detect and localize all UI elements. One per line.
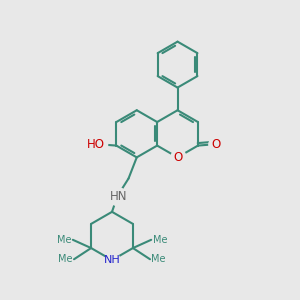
Text: HO: HO <box>87 138 105 151</box>
Text: Me: Me <box>153 235 167 245</box>
Text: O: O <box>173 151 182 164</box>
Text: HN: HN <box>110 190 128 203</box>
Text: Me: Me <box>58 254 73 264</box>
Text: Me: Me <box>152 254 166 264</box>
Text: O: O <box>212 138 221 151</box>
Text: NH: NH <box>103 255 120 265</box>
Text: Me: Me <box>57 235 71 245</box>
